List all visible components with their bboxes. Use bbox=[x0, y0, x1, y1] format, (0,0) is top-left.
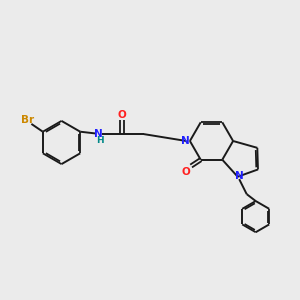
Text: N: N bbox=[94, 129, 103, 139]
Text: O: O bbox=[118, 110, 127, 120]
Text: Br: Br bbox=[21, 115, 34, 125]
Text: N: N bbox=[235, 171, 244, 181]
Text: H: H bbox=[96, 136, 104, 145]
Text: O: O bbox=[181, 167, 190, 177]
Text: N: N bbox=[181, 136, 190, 146]
